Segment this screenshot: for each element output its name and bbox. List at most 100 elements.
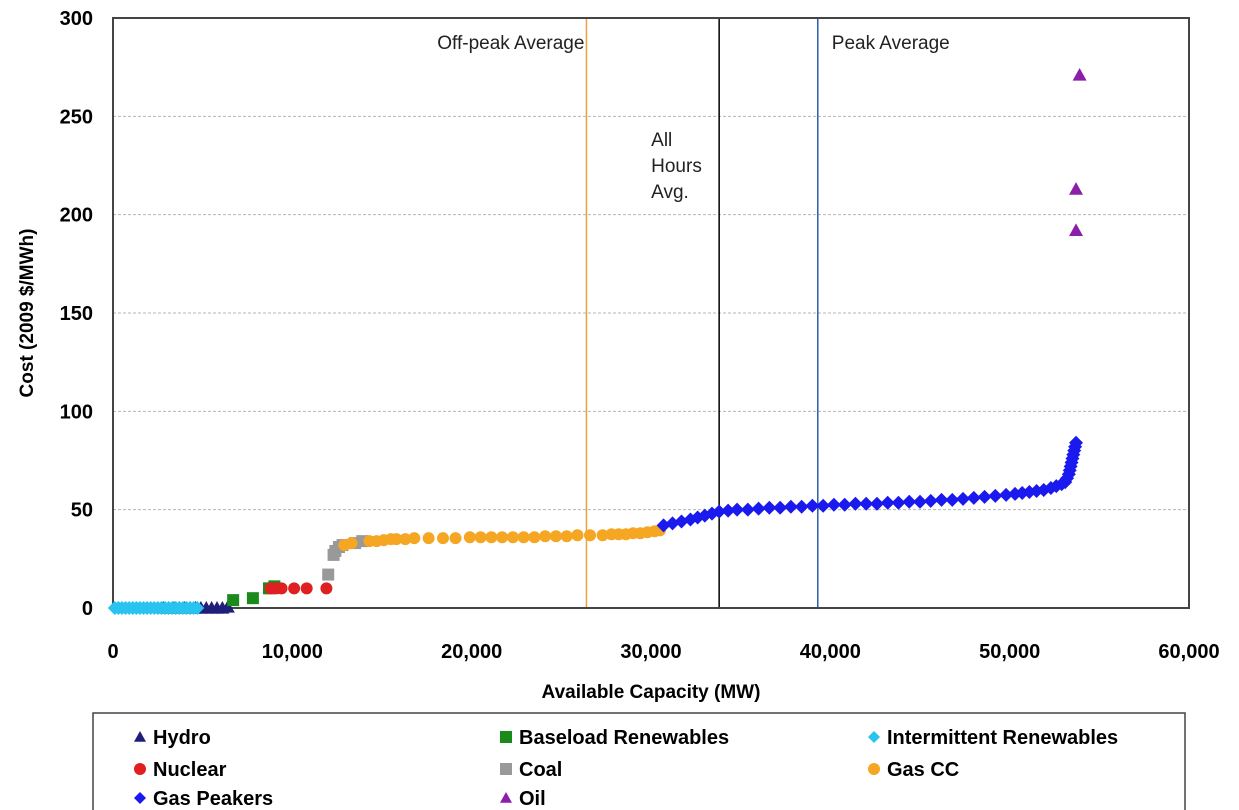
gas-peakers-point [934, 492, 949, 507]
gas-peakers-point [923, 493, 938, 508]
gas-cc-legend-label: Gas CC [887, 759, 959, 781]
gas-peakers-point [891, 495, 906, 510]
gas-peakers-point [712, 504, 727, 519]
gas-peakers-point [697, 508, 712, 523]
x-tick-label: 30,000 [620, 641, 681, 663]
gridlines [113, 115, 1189, 511]
x-tick-label: 20,000 [441, 641, 502, 663]
gas-peakers-point [859, 496, 874, 511]
gas-cc-point [390, 533, 403, 546]
oil-point [1069, 182, 1084, 195]
coal-point [322, 568, 335, 581]
baseload-renewables-point [227, 594, 240, 607]
gas-cc-point [408, 532, 421, 545]
gas-peakers-point [977, 489, 992, 504]
gas-peakers-point [966, 490, 981, 505]
gas-cc-point [549, 530, 562, 543]
gas-peakers-point [913, 494, 927, 509]
gas-cc-point [539, 530, 552, 543]
gas-cc-point [422, 532, 435, 545]
gas-cc-point [560, 530, 573, 543]
x-tick-labels: 0 10,000 20,000 30,000 40,000 50,000 60,000 [107, 641, 1219, 663]
gas-peakers-point [816, 498, 831, 513]
gas-cc-point [506, 531, 519, 544]
y-tick-label: 250 [60, 106, 93, 128]
y-tick-label: 50 [71, 500, 93, 522]
gas-peakers-legend-marker [134, 792, 146, 804]
gas-cc-point [571, 529, 584, 542]
gas-peakers-legend-label: Gas Peakers [153, 788, 273, 810]
nuclear-point [300, 582, 313, 595]
gas-cc-point [485, 531, 498, 544]
y-axis-title: Cost (2009 $/MWh) [17, 229, 38, 398]
gas-cc-point [496, 531, 509, 544]
nuclear-legend-label: Nuclear [153, 759, 227, 781]
gas-cc-legend-marker [868, 763, 880, 775]
gas-peakers-point [869, 496, 884, 511]
gas-peakers-point [880, 495, 895, 510]
gas-cc-point [474, 531, 487, 544]
intermittent-renewables-legend-marker [868, 731, 880, 743]
x-tick-label: 60,000 [1158, 641, 1219, 663]
gas-peakers-point [751, 501, 766, 516]
hydro-point [220, 600, 235, 613]
oil-point [1069, 223, 1084, 236]
nuclear-point [288, 582, 301, 595]
legend-box [92, 712, 1186, 810]
hydro-legend-label: Hydro [153, 727, 211, 749]
gas-cc-point [528, 531, 541, 544]
nuclear-point [320, 582, 333, 595]
gas-peakers-point [902, 494, 917, 509]
y-tick-label: 300 [60, 8, 93, 30]
gas-peakers-point [805, 498, 820, 513]
y-tick-label: 150 [60, 303, 93, 325]
y-tick-labels: 0 50 100 150 200 250 300 [60, 8, 93, 620]
all-hours-average-label: All Hours Avg. [651, 130, 702, 203]
gas-peakers-point [999, 487, 1014, 502]
hydro-legend-marker [134, 731, 146, 742]
oil-legend-label: Oil [519, 788, 546, 810]
gas-cc-point [596, 529, 609, 542]
oil-legend-marker [500, 792, 512, 803]
gas-cc-point [517, 531, 530, 544]
baseload-renewables-legend-label: Baseload Renewables [519, 727, 729, 749]
gas-peakers-point [1069, 435, 1084, 450]
gas-peakers-point [945, 492, 960, 507]
gas-peakers-point [837, 497, 852, 512]
gas-cc-point [449, 532, 462, 545]
baseload-renewables-point [246, 592, 259, 605]
gas-peakers-point [730, 502, 745, 517]
intermittent-renewables-legend-label: Intermittent Renewables [887, 727, 1118, 749]
gas-peakers-point [826, 497, 841, 512]
gas-cc-point [436, 532, 449, 545]
gas-peakers-point [762, 500, 777, 515]
x-tick-label: 10,000 [262, 641, 323, 663]
gas-peakers-point [773, 500, 788, 515]
average-lines: Off-peak Average All Hours Avg. Peak Average [437, 18, 950, 608]
intermittent-renewables-point [190, 601, 205, 615]
gas-cc-point [399, 533, 412, 546]
gas-cc-point [345, 537, 358, 550]
coal-legend-marker [500, 763, 512, 775]
x-tick-label: 50,000 [979, 641, 1040, 663]
gas-cc-point [584, 529, 597, 542]
gas-peakers-point [783, 499, 798, 514]
gas-cc-point [463, 531, 476, 544]
gas-peakers-point [721, 503, 736, 518]
nuclear-legend-marker [134, 763, 146, 775]
off-peak-average-label: Off-peak Average [437, 33, 584, 54]
plot-area-border [112, 17, 1190, 609]
nuclear-point [275, 582, 288, 595]
y-tick-label: 0 [82, 598, 93, 620]
y-tick-label: 200 [60, 205, 93, 227]
x-tick-label: 40,000 [800, 641, 861, 663]
gas-peakers-point [848, 496, 863, 511]
legend: Hydro Baseload Renewables Intermittent Ren… [134, 727, 1118, 810]
oil-point [1072, 68, 1087, 81]
gas-peakers-point [740, 502, 755, 517]
coal-legend-label: Coal [519, 759, 562, 781]
x-tick-label: 0 [107, 641, 118, 663]
gas-peakers-point [988, 488, 1003, 503]
gas-peakers-point [956, 491, 971, 506]
